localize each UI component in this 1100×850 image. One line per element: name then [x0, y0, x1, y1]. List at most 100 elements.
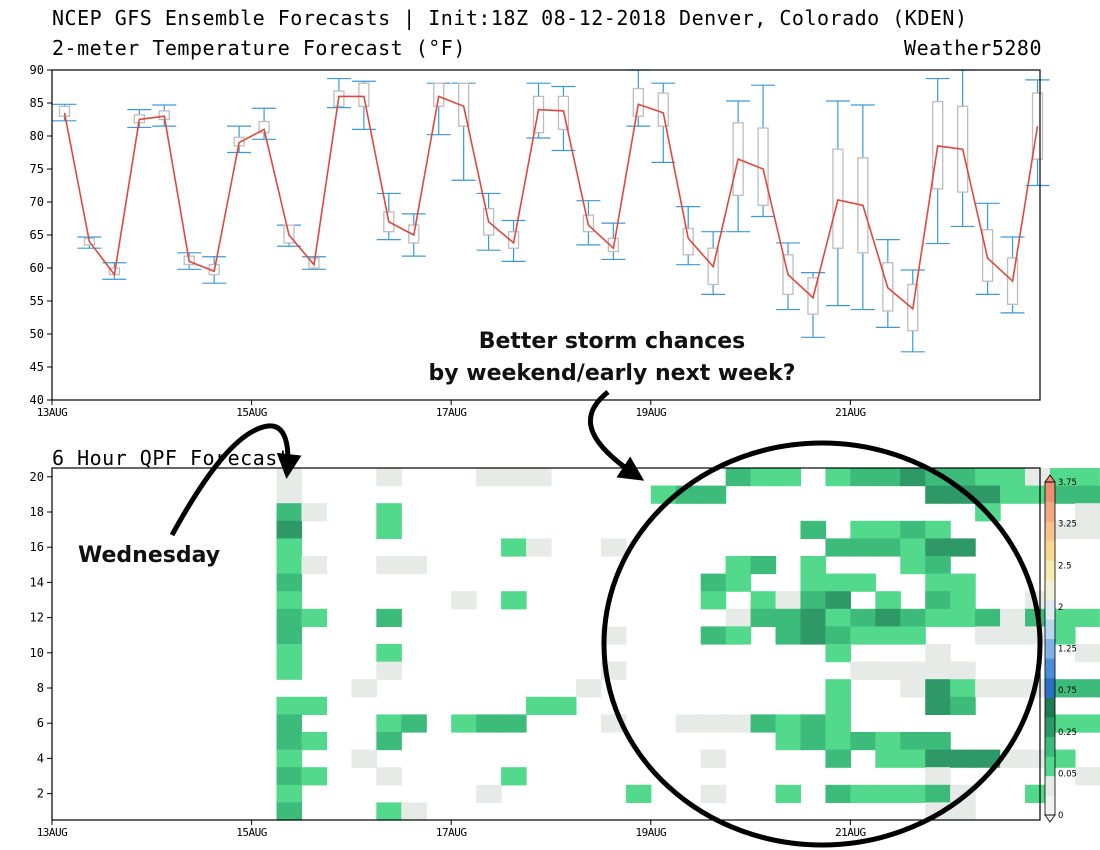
- qpf-ytick-label: 10: [30, 646, 44, 660]
- colorbar-bin: [1045, 599, 1055, 620]
- qpf-cell: [950, 749, 976, 768]
- qpf-cell: [276, 802, 303, 821]
- qpf-cell: [925, 696, 951, 715]
- qpf-cell: [900, 468, 926, 487]
- temp-ytick-label: 60: [30, 261, 44, 275]
- qpf-cell: [1074, 485, 1100, 504]
- storm-annotation-line2: by weekend/early next week?: [429, 361, 796, 386]
- qpf-cell: [276, 608, 303, 627]
- qpf-cell: [600, 538, 627, 557]
- qpf-cell: [950, 661, 976, 680]
- qpf-cell: [1049, 485, 1076, 504]
- storm-annotation-line1: Better storm chances: [479, 329, 746, 354]
- qpf-xtick-label: 13AUG: [37, 826, 68, 839]
- colorbar-tick-label: 3.25: [1058, 520, 1077, 530]
- qpf-ytick-label: 6: [37, 716, 44, 730]
- qpf-cell: [950, 679, 976, 698]
- chart-subtitle: 2-meter Temperature Forecast (°F): [52, 36, 466, 60]
- temp-xtick-label: 19AUG: [635, 406, 666, 419]
- temp-ytick-label: 70: [30, 195, 44, 209]
- temp-box: [433, 82, 445, 107]
- qpf-cell: [476, 468, 502, 487]
- qpf-cell: [1000, 485, 1026, 504]
- qpf-cell: [401, 556, 427, 575]
- colorbar-bin: [1045, 638, 1055, 659]
- wednesday-annotation: Wednesday: [78, 543, 220, 568]
- qpf-cell: [376, 608, 402, 627]
- qpf-cell: [1049, 679, 1076, 698]
- qpf-cell: [700, 784, 727, 803]
- qpf-cell: [900, 732, 926, 751]
- temp-box: [832, 148, 844, 249]
- qpf-cell: [301, 732, 328, 751]
- qpf-cell: [501, 538, 527, 557]
- qpf-cell: [800, 714, 827, 733]
- qpf-cell: [825, 573, 851, 592]
- qpf-colorbar: 0 0.05 0.25 0.75 1.25 2 2.5 3.25 3.75: [1044, 474, 1077, 823]
- temp-ytick-label: 90: [30, 63, 44, 77]
- temp-xtick-label: 17AUG: [436, 406, 467, 419]
- colorbar-bin: [1045, 619, 1055, 640]
- qpf-cell: [376, 714, 402, 733]
- qpf-cell: [900, 626, 926, 645]
- temp-box: [657, 92, 669, 127]
- colorbar-bin: [1045, 756, 1055, 777]
- colorbar-bin: [1045, 717, 1055, 738]
- qpf-xtick-label: 17AUG: [436, 826, 467, 839]
- qpf-cell: [900, 538, 926, 557]
- qpf-cell: [526, 538, 552, 557]
- temp-ytick-label: 50: [30, 327, 44, 341]
- temp-ytick-label: 45: [30, 360, 44, 374]
- qpf-cell: [825, 732, 851, 751]
- qpf-cell: [276, 556, 303, 575]
- qpf-cell: [900, 749, 926, 768]
- colorbar-tick-label: 0.25: [1058, 728, 1077, 738]
- qpf-cell: [401, 802, 427, 821]
- qpf-cell: [850, 573, 876, 592]
- qpf-cell: [725, 714, 752, 733]
- qpf-cell: [825, 696, 851, 715]
- qpf-cell: [376, 732, 402, 751]
- qpf-cell: [725, 573, 752, 592]
- qpf-cell: [925, 661, 951, 680]
- qpf-cell: [276, 503, 303, 522]
- qpf-cell: [1074, 503, 1100, 522]
- colorbar-bin: [1045, 658, 1055, 679]
- qpf-cell: [850, 520, 876, 539]
- colorbar-tick-label: 1.25: [1058, 645, 1077, 655]
- colorbar-tick-label: 3.75: [1058, 478, 1077, 488]
- qpf-cell: [700, 626, 727, 645]
- qpf-cell: [1049, 468, 1076, 487]
- chart-title: NCEP GFS Ensemble Forecasts | Init:18Z 0…: [52, 6, 968, 30]
- qpf-cell: [301, 696, 328, 715]
- qpf-cell: [850, 538, 876, 557]
- qpf-cell: [1025, 784, 1051, 803]
- qpf-cell: [1000, 679, 1026, 698]
- qpf-cell: [975, 485, 1001, 504]
- qpf-cell: [850, 732, 876, 751]
- qpf-cell: [1049, 520, 1076, 539]
- colorbar-frame: [1044, 481, 1056, 816]
- qpf-ytick-label: 2: [37, 787, 44, 801]
- qpf-cell: [725, 626, 752, 645]
- qpf-cell: [276, 696, 303, 715]
- qpf-cell: [825, 679, 851, 698]
- qpf-cell: [950, 591, 976, 610]
- qpf-cell: [925, 485, 951, 504]
- qpf-cell: [675, 714, 702, 733]
- qpf-cell: [1025, 468, 1051, 487]
- qpf-cell: [925, 591, 951, 610]
- qpf-cell: [1000, 626, 1026, 645]
- temp-box: [532, 95, 545, 134]
- qpf-cell: [476, 714, 502, 733]
- qpf-cell: [700, 573, 727, 592]
- qpf-cell: [376, 767, 402, 786]
- qpf-cell: [1074, 714, 1100, 733]
- qpf-cell: [975, 468, 1001, 487]
- qpf-cell: [501, 714, 527, 733]
- colorbar-end-arrow-low: [1044, 814, 1056, 823]
- qpf-cell: [875, 538, 901, 557]
- qpf-cell: [526, 468, 552, 487]
- colorbar-tick-label: 0.05: [1058, 769, 1077, 779]
